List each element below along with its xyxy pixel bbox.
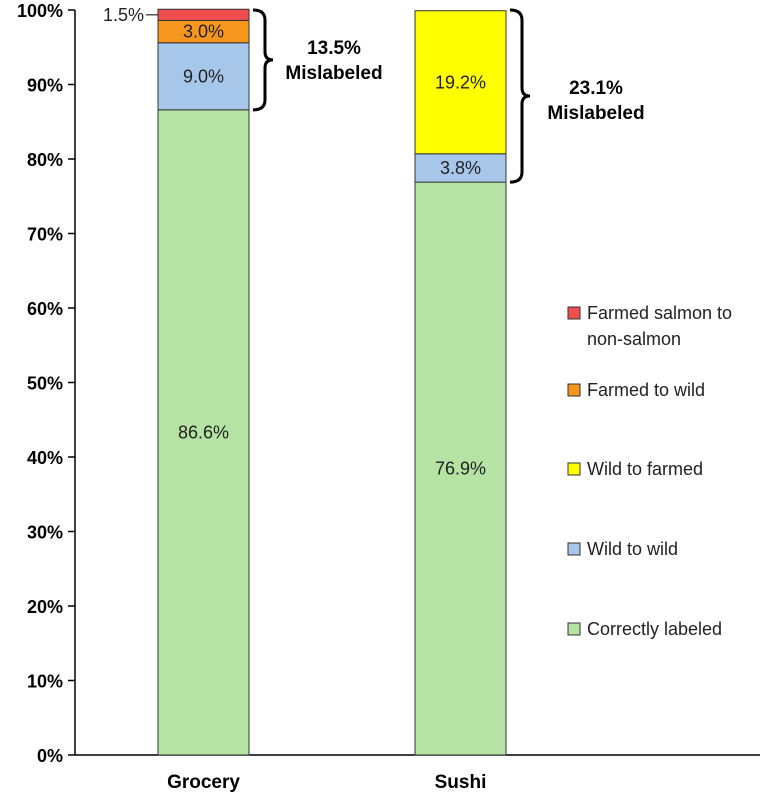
y-tick-label: 60% [27,299,63,319]
y-tick-label: 80% [27,150,63,170]
y-tick-label: 20% [27,597,63,617]
y-tick-label: 70% [27,225,63,245]
legend-label: Farmed to wild [587,380,705,400]
legend-swatch [567,462,581,476]
y-tick-label: 40% [27,448,63,468]
bar-segment-sushi [414,10,507,155]
legend-label: Correctly labeled [587,619,722,639]
x-category-label: Sushi [435,772,487,793]
data-label: 19.2% [435,72,486,92]
bar-segment-grocery [157,42,250,111]
x-category-label: Grocery [167,772,240,793]
legend-swatch [567,306,581,320]
legend-swatch [567,622,581,636]
y-tick-label: 100% [17,1,63,21]
y-tick-label: 90% [27,76,63,96]
y-tick-label: 0% [37,746,63,766]
legend-swatch [567,383,581,397]
legend-label: Wild to wild [587,539,678,559]
data-label: 3.8% [440,158,481,178]
bar-segment-sushi [414,153,507,183]
data-label: 1.5% [103,5,144,25]
brace-grocery [252,8,274,112]
data-label: 86.6% [178,422,229,442]
y-tick-label: 50% [27,374,63,394]
data-label: 76.9% [435,459,486,479]
y-tick-label: 10% [27,672,63,692]
legend-label: non-salmon [587,329,681,349]
annotation-text: Mislabeled [547,103,644,124]
data-label: 9.0% [183,66,224,86]
y-tick-label: 30% [27,523,63,543]
annotation-value: 23.1% [569,78,623,99]
legend-swatch [567,542,581,556]
bar-segment-sushi [414,181,507,756]
legend-label: Wild to farmed [587,459,703,479]
bar-segment-grocery [157,109,250,756]
bar-segment-grocery [157,8,250,21]
brace-sushi [509,8,531,184]
annotation-text: Mislabeled [285,63,382,84]
annotation-value: 13.5% [307,38,361,59]
legend-label: Farmed salmon to [587,303,732,323]
data-label: 3.0% [183,22,224,42]
